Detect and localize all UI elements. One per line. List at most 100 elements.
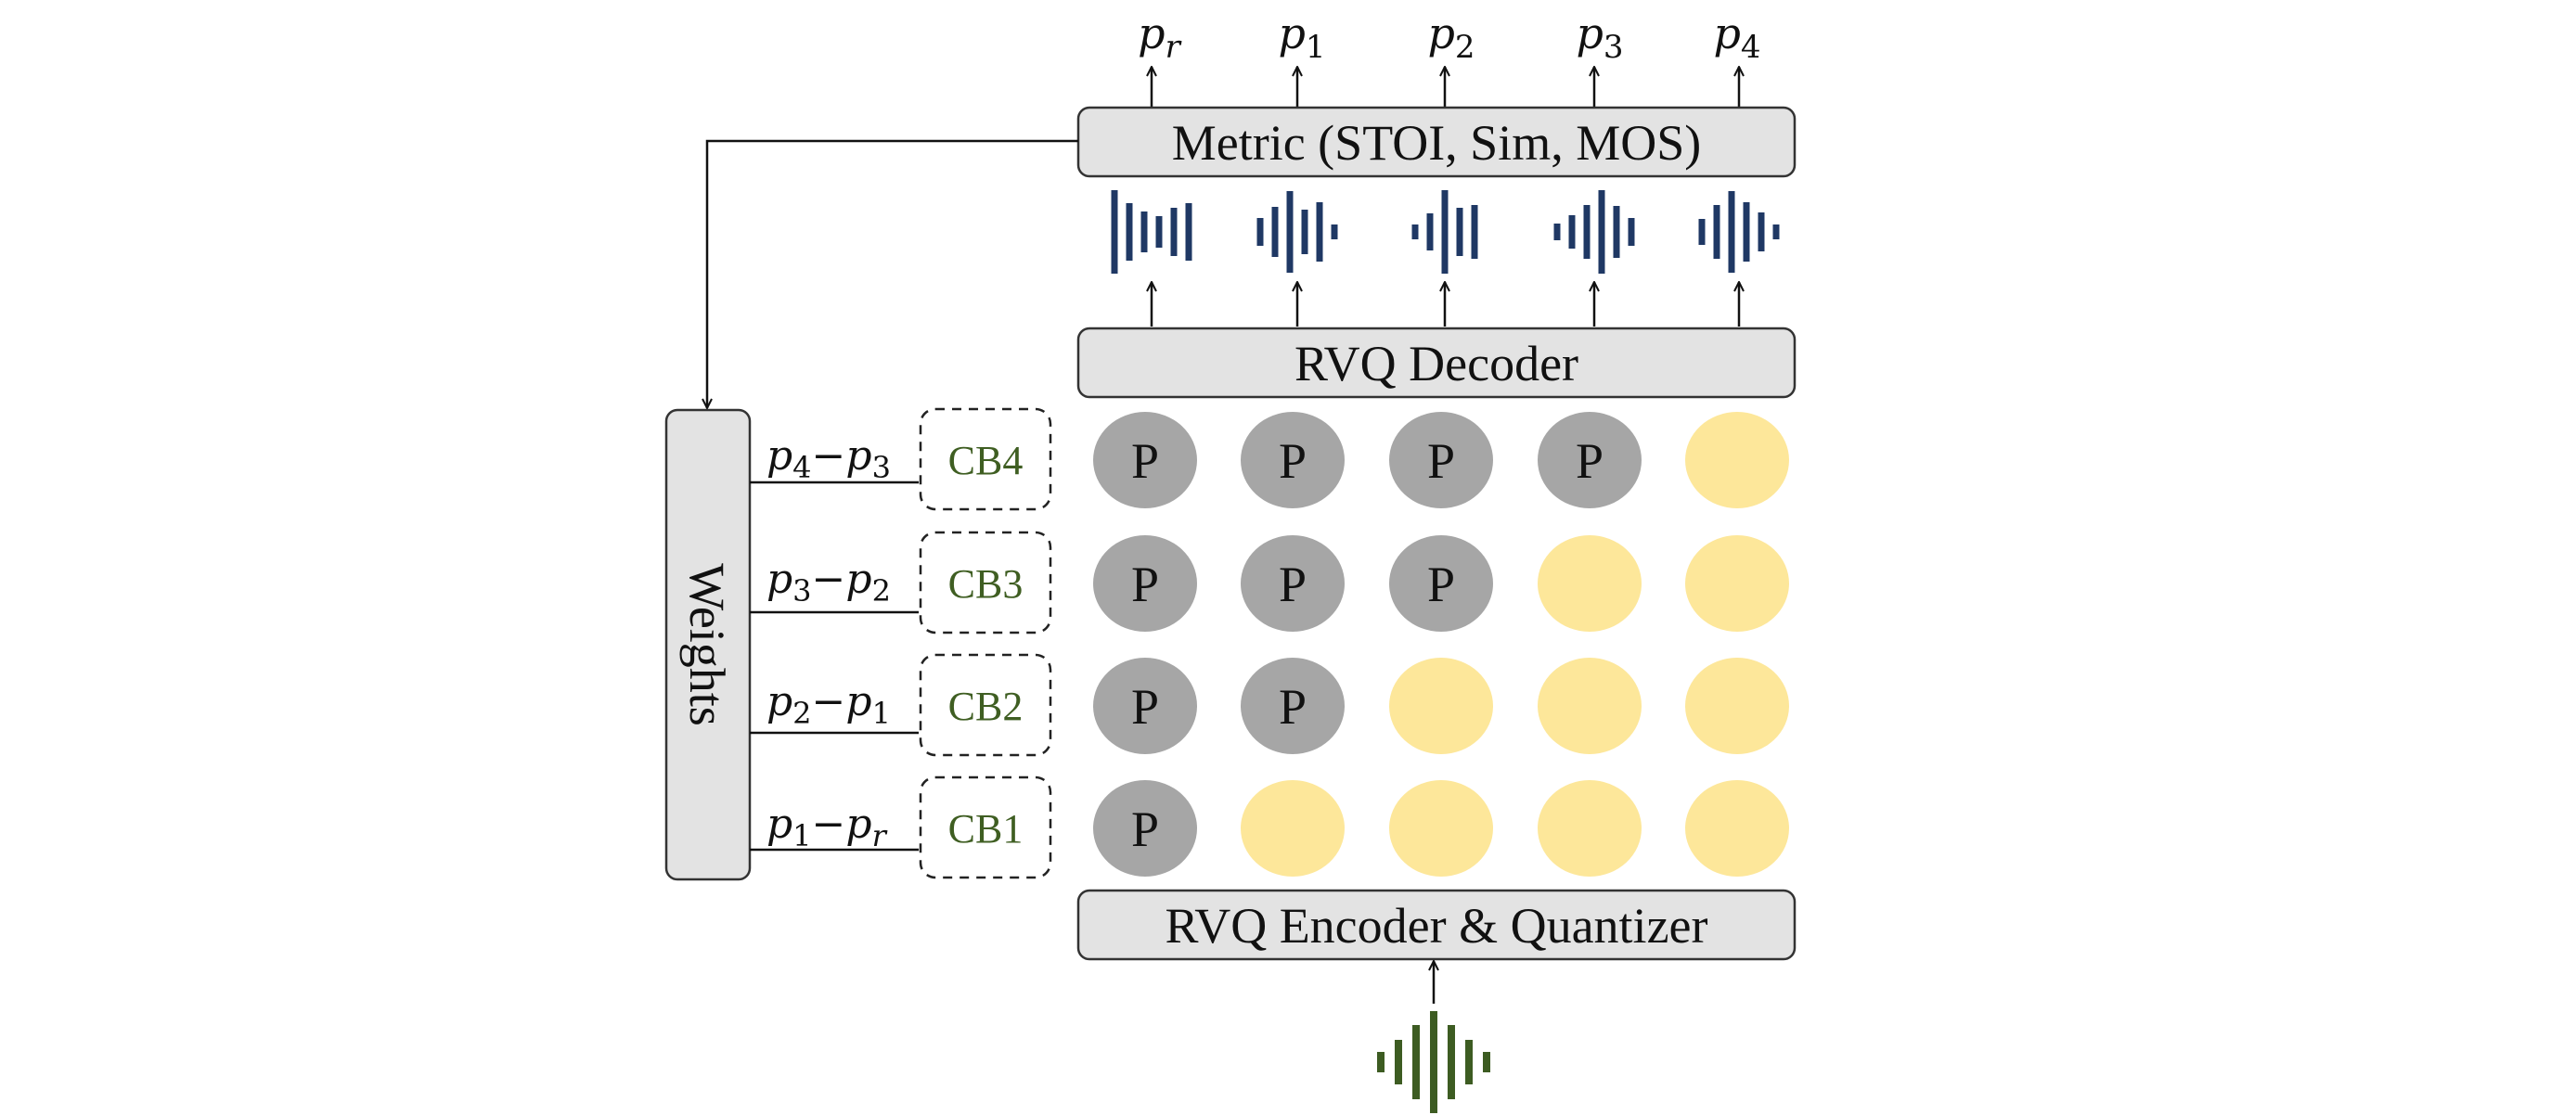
token-circle [1241, 658, 1345, 754]
codebook-box [919, 653, 1052, 757]
token-empty [1685, 780, 1789, 877]
output-label-4: p4 [1713, 8, 1760, 66]
output-sub: 1 [1306, 29, 1326, 66]
diff-sub: 1 [792, 818, 811, 853]
diff-base: p [766, 432, 792, 480]
decoder-box: RVQ Decoder [1076, 327, 1797, 399]
diff-base: p [845, 801, 871, 848]
waveform-bar [1155, 216, 1163, 248]
diff-minus: − [812, 678, 846, 725]
decoded-waveform-icon [1411, 190, 1478, 274]
output-label-r: pr [1138, 8, 1181, 66]
output-sub: 4 [1741, 29, 1761, 66]
token-predicted: P [1093, 412, 1197, 508]
codebook-label: CB3 [948, 561, 1024, 607]
waveform-bar [1568, 215, 1576, 249]
decoder-box-rect [1076, 327, 1797, 399]
token-label: P [1131, 679, 1159, 735]
token-circle [1685, 658, 1789, 754]
diff-base: p [845, 556, 871, 603]
encoder-box-rect [1076, 889, 1797, 961]
encoder-box: RVQ Encoder & Quantizer [1076, 889, 1797, 961]
diff-base: p [845, 678, 871, 725]
token-empty [1685, 535, 1789, 632]
decoded-waveforms [1111, 190, 1780, 274]
diff-sub: 3 [792, 573, 811, 609]
weights-box: Weights [664, 408, 752, 881]
token-circle [1093, 780, 1197, 877]
token-label: P [1131, 557, 1159, 612]
diff-base: p [766, 556, 792, 603]
waveform-bar [1713, 205, 1720, 259]
token-circle [1241, 412, 1345, 508]
encoder-box-label: RVQ Encoder & Quantizer [1166, 898, 1708, 954]
decoder-box-label: RVQ Decoder [1294, 336, 1578, 391]
token-circle [1093, 658, 1197, 754]
waveform-bar [1628, 218, 1635, 246]
weights-box-rect [664, 408, 752, 881]
token-empty [1538, 535, 1642, 632]
waveform-bar [1456, 208, 1463, 256]
token-circle [1389, 658, 1493, 754]
token-circle [1538, 412, 1642, 508]
token-label: P [1279, 433, 1307, 489]
waveform-bar [1430, 1011, 1437, 1113]
token-empty [1389, 658, 1493, 754]
waveform-bar [1412, 1025, 1420, 1099]
decoded-waveform-icon [1256, 191, 1338, 273]
codebook-rows: p4−p3 CB4 P P P Pp3−p2 CB3 P P Pp2−p1 CB2 P Pp1−pr CB… [750, 407, 1789, 879]
waveform-bar [1111, 190, 1118, 274]
token-empty [1685, 412, 1789, 508]
diff-minus: − [812, 801, 846, 848]
token-circle [1093, 412, 1197, 508]
waveform-bar [1271, 207, 1279, 257]
waveform-bar [1185, 203, 1192, 261]
diff-sub: r [872, 818, 888, 853]
diff-base: p [845, 432, 871, 480]
token-predicted: P [1241, 412, 1345, 508]
metric-box-label: Metric (STOI, Sim, MOS) [1172, 115, 1702, 171]
diff-sub: 2 [872, 573, 891, 609]
waveform-bar [1426, 213, 1434, 250]
output-arrows [1152, 67, 1739, 108]
token-empty [1241, 780, 1345, 877]
waveform-bar [1483, 1052, 1490, 1072]
token-label: P [1131, 433, 1159, 489]
weights-box-label: Weights [679, 563, 735, 726]
token-circle [1389, 780, 1493, 877]
waveform-bar [1316, 202, 1323, 262]
codebook-label: CB2 [948, 684, 1024, 729]
codebook-box [919, 775, 1052, 879]
token-circle [1685, 535, 1789, 632]
diff-base: p [766, 801, 792, 848]
token-circle [1241, 535, 1345, 632]
token-predicted: P [1093, 535, 1197, 632]
weight-diff-label: p1−pr [766, 801, 888, 853]
output-label-2: p2 [1427, 8, 1475, 66]
codebook-box [919, 531, 1052, 634]
diff-sub: 2 [792, 696, 811, 731]
waveform-bar [1728, 191, 1735, 273]
token-predicted: P [1389, 535, 1493, 632]
token-predicted: P [1241, 535, 1345, 632]
waveform-bar [1395, 1040, 1402, 1084]
token-label: P [1427, 557, 1455, 612]
diff-sub: 4 [792, 450, 811, 485]
waveform-bar [1553, 224, 1561, 240]
token-empty [1538, 780, 1642, 877]
waveform-bar [1583, 205, 1591, 259]
codebook-row-cb3: p3−p2 CB3 P P P [750, 531, 1789, 634]
codebook-row-cb4: p4−p3 CB4 P P P P [750, 407, 1789, 511]
token-label: P [1131, 801, 1159, 857]
waveform-bar [1471, 205, 1478, 259]
token-circle [1093, 535, 1197, 632]
output-sub: 3 [1604, 29, 1624, 66]
waveform-bar [1598, 190, 1605, 274]
waveform-bar [1377, 1052, 1385, 1072]
codebook-label: CB4 [948, 438, 1024, 483]
codebook-row-cb1: p1−pr CB1 P [750, 775, 1789, 879]
waveform-bar [1256, 218, 1264, 246]
codebook-row-cb2: p2−p1 CB2 P P [750, 653, 1789, 757]
waveform-bar [1331, 224, 1338, 239]
token-empty [1685, 658, 1789, 754]
